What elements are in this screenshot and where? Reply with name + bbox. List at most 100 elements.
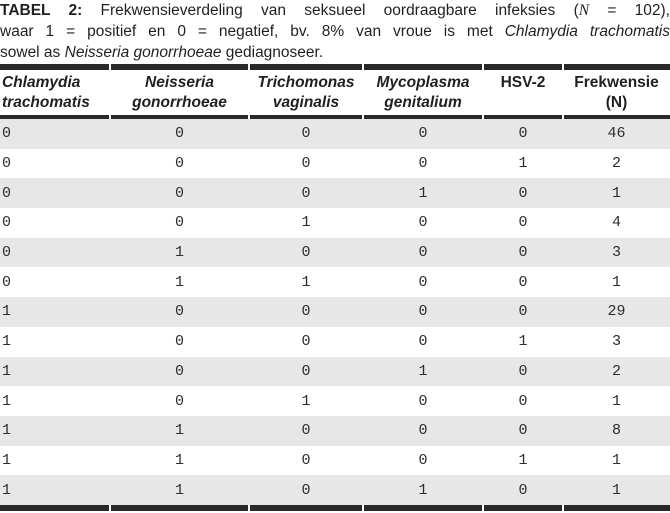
table-row: 1 0 0 0 0 29 (0, 297, 670, 327)
table-cell: 0 (301, 481, 311, 499)
table-cell: 1 (611, 481, 621, 499)
table-cell: 0 (174, 333, 184, 351)
table-cell: 0 (518, 273, 528, 291)
table-cell: 1 (611, 392, 621, 410)
table-cell: 0 (418, 273, 428, 291)
table-cell: 0 (301, 155, 311, 173)
table-cell: 1 (611, 273, 621, 291)
table-cell: 0 (418, 451, 428, 469)
table-cell: 1 (518, 451, 528, 469)
caption-line: waar 1 = positief en 0 = negatief, bv. 8… (0, 21, 670, 42)
table-cell: 1 (2, 422, 12, 440)
table-cell: 0 (418, 155, 428, 173)
table-row: 1 0 0 1 0 2 (0, 356, 670, 387)
table-cell: 0 (2, 125, 12, 143)
table-cell: 0 (174, 362, 184, 380)
table-cell: 0 (418, 125, 428, 143)
table-row: 1 0 0 0 1 3 (0, 327, 670, 357)
table-cell: 0 (418, 244, 428, 262)
table-cell: 0 (301, 184, 311, 202)
table-cell: 1 (518, 155, 528, 173)
column-header-0: Chlamydia trachomatis (2, 74, 90, 111)
column-header-1: Neisseria gonorrhoeae (132, 74, 227, 111)
table-cell: 0 (301, 451, 311, 469)
table-cell: 0 (174, 184, 184, 202)
table-cell: 0 (301, 422, 311, 440)
table-header-row: Chlamydia trachomatis Neisseria gonorrhoeae… (0, 70, 670, 115)
table-row: 0 1 1 0 0 1 (0, 267, 670, 297)
table-top-border (0, 64, 670, 70)
caption-label: TABEL 2: (0, 2, 83, 19)
table-row: 0 0 0 0 0 46 (0, 119, 670, 149)
table-cell: 0 (174, 155, 184, 173)
table-bottom-border (0, 504, 670, 511)
table-cell: 1 (2, 392, 12, 410)
table-cell: 0 (418, 214, 428, 232)
table-cell: 0 (2, 214, 12, 232)
table-cell: 2 (611, 362, 621, 380)
table-cell: 0 (518, 422, 528, 440)
table-cell: 0 (2, 155, 12, 173)
table-cell: 0 (2, 244, 12, 262)
column-header-3: Mycoplasma genitalium (376, 74, 470, 111)
table-cell: 0 (518, 214, 528, 232)
column-header-4: HSV-2 (500, 74, 546, 91)
table-cell: 1 (611, 451, 621, 469)
table-row: 0 0 0 1 0 1 (0, 178, 670, 209)
table-cell: 1 (2, 303, 12, 321)
table-cell: 0 (174, 392, 184, 410)
table-cell: 0 (518, 303, 528, 321)
table-cell: 0 (518, 125, 528, 143)
table-row: 1 1 0 0 0 8 (0, 415, 670, 446)
caption-text: sowel as (0, 44, 65, 61)
table-cell: 0 (174, 214, 184, 232)
table-cell: 0 (418, 392, 428, 410)
table-row: 0 0 1 0 0 4 (0, 208, 670, 238)
table-cell: 1 (2, 481, 12, 499)
table-cell: 0 (418, 422, 428, 440)
table-cell: 1 (301, 273, 311, 291)
column-header-2: Trichomonas vaginalis (257, 74, 355, 111)
table-row: 1 0 1 0 0 1 (0, 386, 670, 416)
caption-text: = 102), (589, 2, 670, 19)
table-cell: 3 (611, 244, 621, 262)
table-cell: 29 (607, 303, 626, 321)
table-row: 1 1 0 1 0 1 (0, 475, 670, 505)
table-body: 0 0 0 0 0 46 0 0 0 0 1 2 0 0 0 1 0 1 0 0 1 0 0 4 0 1 0 0 0 3 0 1 1 0 0 1 1 0 0… (0, 119, 670, 505)
table-cell: 0 (2, 184, 12, 202)
table-cell: 0 (518, 481, 528, 499)
table-cell: 0 (301, 362, 311, 380)
table-caption: TABEL 2: Frekwensieverdeling van seksuee… (0, 0, 670, 63)
table-cell: 0 (174, 125, 184, 143)
table-cell: 1 (418, 362, 428, 380)
table-cell: 1 (301, 214, 311, 232)
table-cell: 0 (518, 362, 528, 380)
table-cell: 4 (611, 214, 621, 232)
column-header-5: Frekwensie (N) (574, 74, 659, 111)
table-cell: 0 (518, 184, 528, 202)
table-cell: 0 (418, 303, 428, 321)
table-cell: 3 (611, 333, 621, 351)
table-cell: 1 (301, 392, 311, 410)
table-cell: 1 (518, 333, 528, 351)
table-cell: 46 (607, 125, 626, 143)
table-cell: 0 (301, 333, 311, 351)
table-cell: 0 (418, 333, 428, 351)
table-cell: 1 (174, 273, 184, 291)
table-cell: 1 (2, 333, 12, 351)
table-cell: 1 (174, 481, 184, 499)
table-cell: 1 (2, 362, 12, 380)
caption-italic-text: N (578, 2, 590, 19)
caption-line: TABEL 2: Frekwensieverdeling van seksuee… (0, 0, 670, 21)
table-cell: 0 (174, 303, 184, 321)
table-row: 1 1 0 0 1 1 (0, 446, 670, 476)
table-cell: 0 (301, 303, 311, 321)
table-cell: 1 (611, 184, 621, 202)
table-cell: 0 (518, 392, 528, 410)
table-cell: 0 (518, 244, 528, 262)
table-cell: 1 (2, 451, 12, 469)
caption-text: Frekwensieverdeling van seksueel oordraa… (82, 2, 579, 19)
table-cell: 0 (301, 125, 311, 143)
table-cell: 2 (611, 155, 621, 173)
